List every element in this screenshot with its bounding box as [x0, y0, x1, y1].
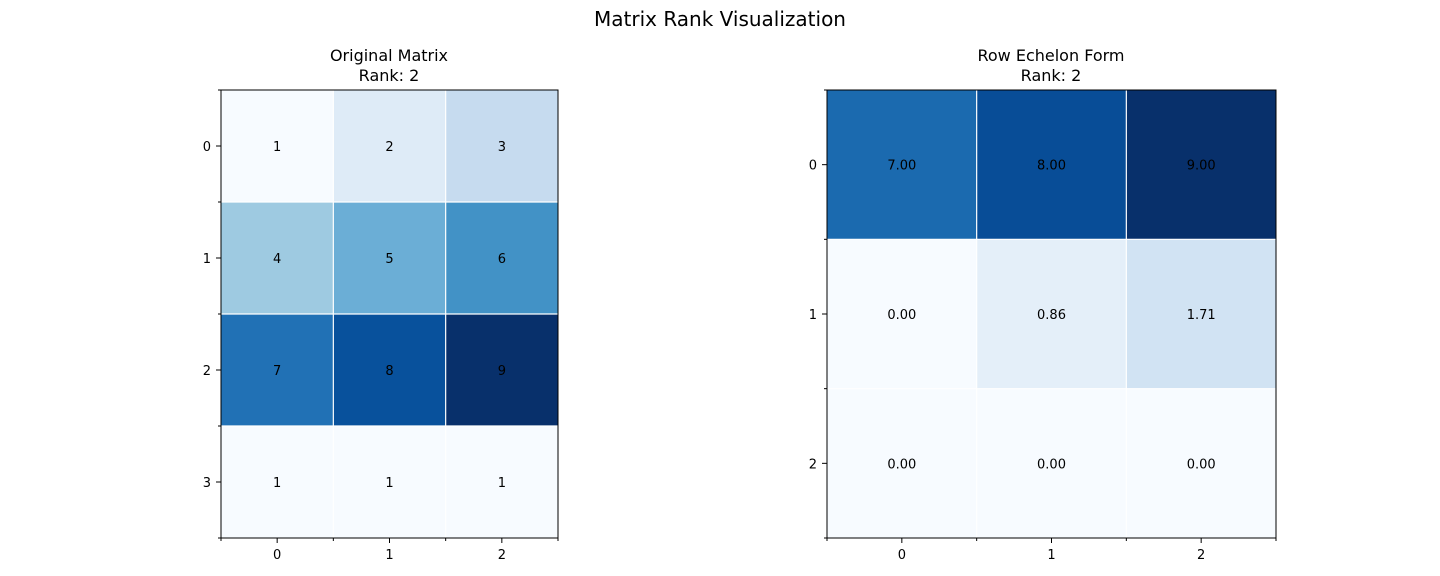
- original-matrix-cell-0-2: [445, 90, 558, 202]
- original-matrix-cell-2-1: [333, 314, 446, 426]
- row-echelon-cell-0-0: [827, 90, 977, 240]
- original-matrix-cell-label-2-0: 7: [273, 364, 281, 379]
- row-echelon-cell-0-1: [976, 90, 1127, 240]
- original-matrix-cell-1-1: [333, 202, 446, 314]
- row-echelon-ticks: 0 1 2 0 1 2: [809, 89, 1277, 563]
- original-matrix-cell-2-0: [221, 314, 334, 426]
- row-echelon-cell-label-1-1: 0.86: [1037, 308, 1066, 323]
- original-matrix-cell-0-1: [333, 90, 446, 202]
- original-matrix-xtick-label: 0: [273, 548, 281, 563]
- row-echelon-title: Row Echelon Form: [977, 46, 1124, 65]
- original-matrix-cell-label-3-0: 1: [273, 476, 281, 491]
- original-matrix-cell-label-3-2: 1: [498, 476, 506, 491]
- row-echelon-cell-1-2: [1126, 239, 1276, 389]
- original-matrix-cell-label-1-0: 4: [273, 252, 281, 267]
- original-matrix-ytick-label: 2: [203, 364, 211, 379]
- original-matrix-cell-label-3-1: 1: [385, 476, 393, 491]
- original-matrix-rank: Rank: 2: [359, 66, 420, 85]
- row-echelon-ytick-label: 0: [809, 159, 817, 174]
- figure-title: Matrix Rank Visualization: [594, 7, 846, 31]
- original-matrix-xtick-label: 2: [498, 548, 506, 563]
- original-matrix-xtick-label: 1: [385, 548, 393, 563]
- row-echelon-cells: 7.00 8.00 9.00 0.00 0.86 1.71 0.00 0.00 0.00: [827, 90, 1276, 538]
- original-matrix-cell-label-0-0: 1: [273, 140, 281, 155]
- original-matrix-ytick-label: 0: [203, 140, 211, 155]
- row-echelon-cell-label-2-1: 0.00: [1037, 457, 1066, 472]
- original-matrix-cell-label-1-2: 6: [498, 252, 506, 267]
- original-matrix-cell-label-2-2: 9: [498, 364, 506, 379]
- row-echelon-cell-2-0: [827, 388, 977, 538]
- original-matrix-cell-label-1-1: 5: [385, 252, 393, 267]
- original-matrix-cell-label-2-1: 8: [385, 364, 393, 379]
- row-echelon-ytick-label: 2: [809, 457, 817, 472]
- original-matrix-title: Original Matrix: [330, 46, 448, 65]
- row-echelon-xtick-label: 1: [1047, 548, 1055, 563]
- row-echelon-heatmap: Row Echelon Form Rank: 2 7.00 8.00 9.00 0.0…: [809, 46, 1277, 563]
- original-matrix-cell-label-0-2: 3: [498, 140, 506, 155]
- original-matrix-heatmap: Original Matrix Rank: 2 1 2 3 4 5 6 7 8 9 1 1 1 0 1 2…: [203, 46, 559, 563]
- row-echelon-cell-2-2: [1126, 388, 1276, 538]
- original-matrix-ytick-label: 3: [203, 476, 211, 491]
- original-matrix-cell-label-0-1: 2: [385, 140, 393, 155]
- row-echelon-xtick-label: 2: [1197, 548, 1205, 563]
- original-matrix-cell-1-0: [221, 202, 334, 314]
- original-matrix-cell-2-2: [445, 314, 558, 426]
- row-echelon-cell-label-2-0: 0.00: [887, 457, 916, 472]
- row-echelon-cell-1-0: [827, 239, 977, 389]
- row-echelon-cell-label-1-0: 0.00: [887, 308, 916, 323]
- original-matrix-cell-3-0: [221, 426, 334, 538]
- row-echelon-rank: Rank: 2: [1021, 66, 1082, 85]
- original-matrix-cell-0-0: [221, 90, 334, 202]
- row-echelon-cell-1-1: [976, 239, 1127, 389]
- original-matrix-cell-1-2: [445, 202, 558, 314]
- original-matrix-cell-3-1: [333, 426, 446, 538]
- original-matrix-cell-3-2: [445, 426, 558, 538]
- row-echelon-cell-label-0-0: 7.00: [887, 159, 916, 174]
- row-echelon-cell-2-1: [976, 388, 1127, 538]
- original-matrix-ticks: 0 1 2 0 1 2 3: [203, 89, 559, 563]
- original-matrix-cells: 1 2 3 4 5 6 7 8 9 1 1 1: [221, 90, 558, 538]
- row-echelon-ytick-label: 1: [809, 308, 817, 323]
- row-echelon-xtick-label: 0: [898, 548, 906, 563]
- row-echelon-cell-0-2: [1126, 90, 1276, 240]
- row-echelon-cell-label-0-2: 9.00: [1187, 159, 1216, 174]
- row-echelon-cell-label-1-2: 1.71: [1187, 308, 1216, 323]
- row-echelon-cell-label-2-2: 0.00: [1187, 457, 1216, 472]
- row-echelon-cell-label-0-1: 8.00: [1037, 159, 1066, 174]
- original-matrix-ytick-label: 1: [203, 252, 211, 267]
